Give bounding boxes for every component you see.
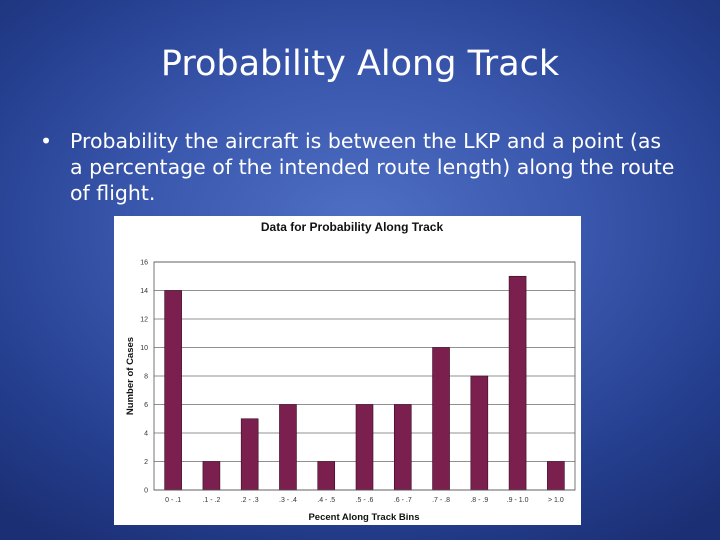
y-tick-label: 6 bbox=[144, 402, 148, 409]
x-tick-label: .9 - 1.0 bbox=[507, 497, 529, 504]
y-tick-label: 10 bbox=[140, 345, 148, 352]
x-axis-label: Pecent Along Track Bins bbox=[308, 512, 419, 523]
bar bbox=[279, 404, 297, 491]
y-tick-label: 4 bbox=[144, 431, 148, 438]
bar bbox=[240, 418, 259, 491]
x-tick-label: .3 - .4 bbox=[279, 497, 297, 504]
x-tick-label: .6 - .7 bbox=[394, 497, 412, 504]
y-tick-label: 8 bbox=[144, 374, 148, 381]
y-tick-label: 14 bbox=[140, 288, 148, 295]
bar bbox=[164, 290, 182, 491]
x-tick-label: .4 - .5 bbox=[317, 497, 335, 504]
plot-frame bbox=[153, 261, 576, 491]
bar bbox=[317, 461, 336, 491]
y-tick-label: 12 bbox=[140, 317, 148, 324]
x-tick-label: 0 - .1 bbox=[165, 497, 181, 504]
bullet-block: • Probability the aircraft is between th… bbox=[40, 128, 680, 206]
bar bbox=[355, 404, 374, 491]
x-tick-label: > 1.0 bbox=[548, 497, 564, 504]
bar bbox=[393, 404, 412, 491]
y-axis-label: Number of Cases bbox=[125, 337, 136, 415]
x-tick-labels: 0 - .1 .1 - .2 .2 - .3 .3 - .4 .4 - .5 .5 - .… bbox=[165, 497, 564, 504]
bullet-symbol: • bbox=[40, 129, 53, 153]
bar bbox=[547, 461, 565, 491]
y-tick-label: 0 bbox=[144, 488, 148, 495]
chart-container: 0 2 4 6 8 10 12 14 16 0 - .1 .1 - .2 .2 - .3 .3 - .… bbox=[114, 216, 581, 525]
chart-title: Data for Probability Along Track bbox=[261, 220, 444, 234]
bar-chart: 0 2 4 6 8 10 12 14 16 0 - .1 .1 - .2 .2 - .3 .3 - .… bbox=[125, 220, 576, 523]
bar bbox=[432, 347, 450, 491]
y-tick-labels: 0 2 4 6 8 10 12 14 16 bbox=[140, 260, 148, 495]
x-tick-label: .1 - .2 bbox=[202, 497, 220, 504]
x-tick-label: .2 - .3 bbox=[241, 497, 259, 504]
bar bbox=[508, 275, 527, 491]
bar bbox=[202, 461, 221, 491]
y-tick-label: 2 bbox=[144, 459, 148, 466]
bar bbox=[470, 375, 489, 491]
x-tick-label: .7 - .8 bbox=[432, 497, 450, 504]
x-tick-label: .5 - .6 bbox=[356, 497, 374, 504]
slide-title: Probability Along Track bbox=[160, 44, 560, 84]
x-tick-label: .8 - .9 bbox=[470, 497, 488, 504]
y-tick-label: 16 bbox=[140, 260, 148, 267]
bullet-text: Probability the aircraft is between the … bbox=[70, 129, 675, 205]
bars bbox=[164, 275, 565, 491]
